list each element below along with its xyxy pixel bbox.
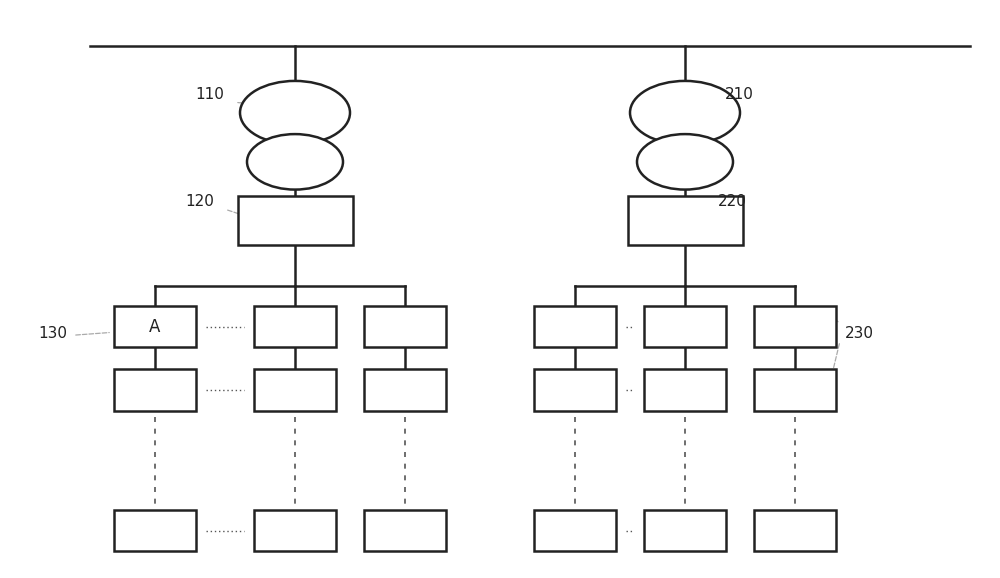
- Bar: [644, 369, 726, 411]
- Bar: [254, 510, 336, 551]
- Bar: [364, 510, 446, 551]
- Bar: [114, 510, 196, 551]
- Text: 130: 130: [38, 326, 67, 341]
- Bar: [254, 369, 336, 411]
- Circle shape: [247, 134, 343, 190]
- Text: 220: 220: [718, 194, 747, 209]
- Bar: [364, 306, 446, 347]
- Bar: [238, 197, 352, 245]
- Text: 110: 110: [195, 87, 224, 102]
- Circle shape: [630, 81, 740, 144]
- Bar: [534, 369, 616, 411]
- Text: 120: 120: [185, 194, 214, 209]
- Bar: [114, 306, 196, 347]
- Text: 230: 230: [845, 326, 874, 341]
- Bar: [114, 369, 196, 411]
- Text: 210: 210: [725, 87, 754, 102]
- Bar: [754, 306, 836, 347]
- Bar: [644, 510, 726, 551]
- Bar: [534, 510, 616, 551]
- Bar: [754, 369, 836, 411]
- Text: A: A: [149, 317, 161, 336]
- Bar: [254, 306, 336, 347]
- Bar: [644, 306, 726, 347]
- Bar: [628, 197, 743, 245]
- Bar: [534, 306, 616, 347]
- Bar: [364, 369, 446, 411]
- Circle shape: [240, 81, 350, 144]
- Circle shape: [637, 134, 733, 190]
- Bar: [754, 510, 836, 551]
